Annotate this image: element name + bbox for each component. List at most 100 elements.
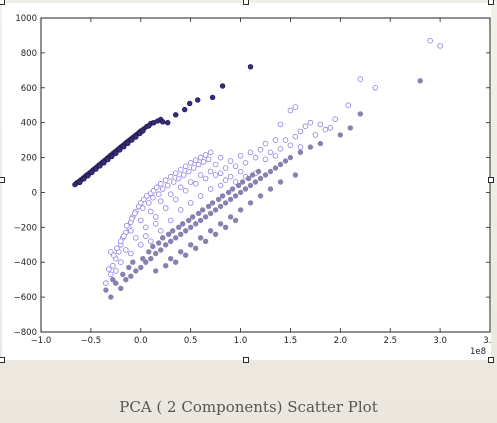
resize-handle-top-right[interactable] <box>488 0 494 5</box>
data-point-mid-filled-75 <box>207 228 214 234</box>
data-point-mid-filled-48 <box>146 249 152 255</box>
resize-handle-middle-right[interactable] <box>488 177 494 183</box>
data-point-mid-filled-91 <box>202 238 209 245</box>
data-point-light-hollow-88 <box>227 173 234 180</box>
resize-handle-middle-left[interactable] <box>0 177 5 183</box>
data-point-dark-filled-49 <box>125 140 131 147</box>
data-point-light-hollow-21 <box>167 173 174 180</box>
y-tick-label-2: −400 <box>14 258 37 268</box>
data-point-mid-filled-93 <box>222 224 229 231</box>
data-point-mid-filled-23 <box>227 196 234 203</box>
y-tick-label-1: −600 <box>14 293 37 303</box>
data-point-mid-filled-11 <box>168 238 174 245</box>
data-point-dark-filled-65 <box>219 83 226 89</box>
data-point-mid-filled-90 <box>193 245 199 252</box>
data-point-light-hollow-37 <box>287 142 294 149</box>
data-point-mid-filled-36 <box>297 149 304 156</box>
data-point-light-hollow-1 <box>108 271 114 278</box>
data-point-light-hollow-123 <box>113 268 119 274</box>
data-point-mid-filled-7 <box>148 256 154 262</box>
data-point-mid-filled-55 <box>180 221 186 227</box>
data-point-light-hollow-115 <box>148 238 154 245</box>
data-point-mid-filled-22 <box>222 200 229 206</box>
data-point-light-hollow-128 <box>152 221 159 227</box>
data-point-dark-filled-59 <box>160 119 166 125</box>
resize-handle-bottom-left[interactable] <box>0 357 5 363</box>
scatter-plot-svg: −1.0 −0.5 0.0 0.5 1.0 1.5 2.0 2.5 3.0 3.5 −800 −600… <box>14 14 491 357</box>
figure-caption: PCA ( 2 Components) Scatter Plot <box>119 398 378 416</box>
data-point-dark-filled-58 <box>165 119 171 126</box>
data-point-light-hollow-103 <box>143 224 149 231</box>
data-point-dark-filled-60 <box>173 112 179 118</box>
data-point-light-hollow-85 <box>312 132 319 138</box>
data-point-light-hollow-122 <box>217 182 224 189</box>
data-point-mid-filled-60 <box>205 203 212 210</box>
data-point-light-hollow-106 <box>172 196 179 203</box>
data-point-mid-filled-33 <box>277 161 284 168</box>
data-point-mid-filled-8 <box>153 250 159 257</box>
data-point-light-hollow-102 <box>133 235 139 241</box>
data-point-mid-filled-74 <box>197 235 204 241</box>
data-point-mid-filled-4 <box>133 268 139 274</box>
data-point-light-hollow-52 <box>427 37 433 44</box>
data-point-dark-filled-47 <box>117 147 123 153</box>
data-point-light-hollow-73 <box>200 159 207 165</box>
data-point-mid-filled-88 <box>173 259 179 265</box>
data-point-light-hollow-110 <box>212 172 219 178</box>
data-point-mid-filled-26 <box>242 186 249 192</box>
data-point-mid-filled-66 <box>235 182 242 189</box>
data-point-light-hollow-53 <box>437 43 443 49</box>
data-point-light-hollow-0 <box>103 280 109 287</box>
data-point-mid-filled-70 <box>255 168 262 175</box>
data-point-light-hollow-125 <box>128 250 134 257</box>
data-point-light-hollow-33 <box>247 149 254 156</box>
data-point-light-hollow-42 <box>307 119 314 126</box>
data-point-light-hollow-58 <box>124 222 130 229</box>
data-point-mid-filled-39 <box>337 132 343 138</box>
data-point-light-hollow-96 <box>148 208 154 215</box>
data-point-mid-filled-63 <box>219 193 226 199</box>
data-point-light-hollow-74 <box>205 156 212 163</box>
resize-handle-top-center[interactable] <box>243 0 249 5</box>
data-point-light-hollow-71 <box>190 165 197 171</box>
data-point-mid-filled-68 <box>245 175 252 182</box>
data-point-light-hollow-2 <box>110 262 116 269</box>
data-point-light-hollow-20 <box>162 177 169 184</box>
data-point-mid-filled-24 <box>232 193 239 199</box>
data-point-mid-filled-17 <box>197 217 204 224</box>
data-point-mid-filled-2 <box>123 277 129 283</box>
data-point-light-hollow-29 <box>207 149 214 156</box>
data-point-light-hollow-91 <box>197 172 204 178</box>
data-point-light-hollow-26 <box>192 157 199 164</box>
data-point-light-hollow-23 <box>177 167 184 173</box>
y-tick-label-8: 800 <box>21 49 37 59</box>
data-point-light-hollow-50 <box>357 76 364 82</box>
data-point-light-hollow-87 <box>237 168 244 175</box>
data-point-light-hollow-60 <box>132 210 138 217</box>
y-tick-label-9: 1000 <box>15 14 37 24</box>
data-point-dark-filled-37 <box>77 179 83 186</box>
data-point-light-hollow-93 <box>177 184 184 191</box>
data-point-light-hollow-83 <box>272 137 279 143</box>
data-point-light-hollow-94 <box>167 191 174 198</box>
data-point-mid-filled-69 <box>249 172 256 178</box>
data-point-mid-filled-85 <box>110 277 116 283</box>
data-point-mid-filled-65 <box>229 186 236 192</box>
resize-handle-bottom-center[interactable] <box>243 357 249 363</box>
data-point-mid-filled-9 <box>158 247 164 253</box>
data-point-mid-filled-71 <box>168 256 174 262</box>
data-point-light-hollow-107 <box>182 187 189 194</box>
data-point-light-hollow-54 <box>106 266 112 273</box>
data-point-mid-filled-45 <box>126 264 132 271</box>
data-point-light-hollow-62 <box>146 200 152 206</box>
data-point-mid-filled-47 <box>140 256 146 262</box>
resize-handle-bottom-right[interactable] <box>488 357 494 363</box>
data-point-light-hollow-117 <box>167 217 174 224</box>
data-point-dark-filled-46 <box>113 150 119 157</box>
data-point-light-hollow-79 <box>252 154 259 161</box>
data-point-mid-filled-94 <box>232 217 239 224</box>
resize-handle-top-left[interactable] <box>0 0 5 5</box>
data-point-mid-filled-14 <box>183 228 189 234</box>
data-point-mid-filled-41 <box>357 111 363 117</box>
data-point-light-hollow-49 <box>345 102 352 108</box>
